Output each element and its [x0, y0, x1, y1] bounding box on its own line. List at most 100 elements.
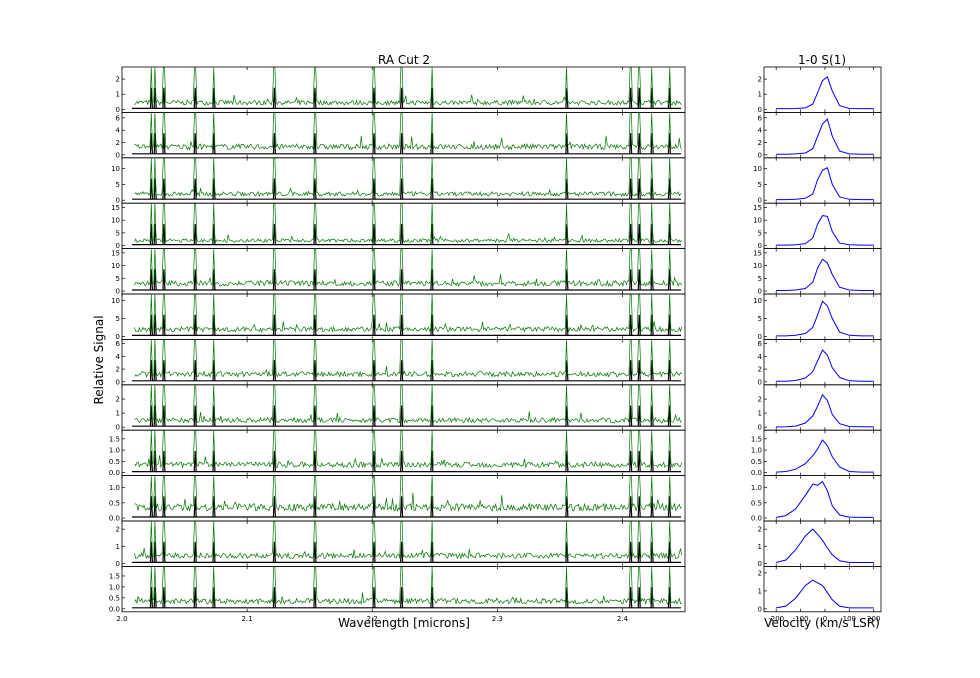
- profile-panel-frame: [763, 157, 882, 204]
- spectrum-y-tick-label: 2: [116, 526, 120, 534]
- spectrum-panel-frame: [121, 566, 686, 613]
- spectrum-y-tick-label: 2: [116, 139, 120, 147]
- line-profile-series: [776, 258, 874, 291]
- profile-y-tick-label: 2: [758, 526, 762, 534]
- profile-y-tick-label: 0: [758, 424, 762, 432]
- profile-panel-frame: [763, 429, 882, 477]
- observed-spectrum-line: [134, 339, 682, 379]
- spectrum-y-tick-label: 10: [111, 297, 120, 305]
- profile-y-tick-label: 1.0: [751, 447, 762, 455]
- profile-y-tick-label: 0.0: [751, 469, 762, 477]
- spectrum-y-tick-label: 10: [111, 165, 120, 173]
- profile-y-tick-label: 0: [758, 333, 762, 341]
- spectrum-y-tick-label: 5: [116, 181, 120, 189]
- spectrum-y-tick-label: 4: [116, 353, 121, 361]
- observed-spectrum-line: [134, 384, 682, 424]
- profile-panel-frame: [763, 112, 882, 159]
- profile-x-tick-label: -200: [768, 615, 784, 623]
- line-profile-series: [776, 393, 874, 428]
- right-title: 1-0 S(1): [798, 53, 846, 67]
- spectrum-y-tick-label: 0: [116, 560, 120, 568]
- spectrum-panel-frame: [121, 338, 686, 386]
- observed-spectrum-line: [134, 430, 683, 469]
- spectrum-panel-frame: [121, 157, 686, 204]
- model-spectrum-line: [132, 496, 681, 518]
- spectrum-y-tick-label: 10: [111, 262, 120, 270]
- profile-x-tick-label: -100: [793, 615, 809, 623]
- spectrum-y-tick-label: 2: [116, 76, 120, 84]
- profile-y-tick-label: 0: [758, 151, 762, 159]
- profile-y-tick-label: 1: [758, 410, 762, 418]
- spectrum-y-tick-label: 1: [116, 543, 120, 551]
- model-spectrum-line: [132, 360, 681, 382]
- profile-y-tick-label: 1.5: [751, 435, 762, 443]
- spectrum-panel-frame: [121, 429, 686, 477]
- spectrum-y-tick-label: 6: [116, 114, 121, 122]
- spectrum-y-tick-label: 0: [116, 378, 120, 386]
- line-profile-series: [776, 579, 874, 609]
- line-profile-series: [776, 118, 874, 155]
- spectrum-x-tick-label: 2.3: [492, 615, 503, 623]
- observed-spectrum-line: [134, 112, 683, 151]
- spectrum-y-tick-label: 0.0: [109, 469, 120, 477]
- profile-panel-frame: [763, 202, 882, 249]
- left-x-axis-label: Wavelength [microns]: [338, 616, 470, 630]
- profile-y-tick-label: 4: [758, 127, 763, 135]
- profile-y-tick-label: 1: [758, 543, 762, 551]
- observed-spectrum-line: [134, 475, 682, 513]
- profile-y-tick-label: 2: [758, 366, 762, 374]
- profile-y-tick-label: 10: [753, 262, 762, 270]
- line-profile-series: [776, 480, 874, 518]
- line-profile-series: [776, 300, 874, 337]
- spectrum-x-tick-label: 2.1: [242, 615, 253, 623]
- spectrum-y-tick-label: 1.0: [109, 484, 120, 492]
- spectrum-y-tick-label: 4: [116, 127, 121, 135]
- spectrum-y-tick-label: 5: [116, 315, 120, 323]
- spectrum-y-tick-label: 10: [111, 217, 120, 225]
- profile-y-tick-label: 0: [758, 560, 762, 568]
- profile-y-tick-label: 0: [758, 378, 762, 386]
- profile-y-tick-label: 6: [758, 114, 763, 122]
- profile-y-tick-label: 15: [753, 204, 762, 212]
- profile-y-tick-label: 0.5: [751, 458, 762, 466]
- profile-y-tick-label: 4: [758, 353, 763, 361]
- spectrum-y-tick-label: 1.0: [109, 583, 120, 591]
- observed-spectrum-line: [134, 294, 683, 333]
- profile-y-tick-label: 5: [758, 181, 762, 189]
- profile-y-tick-label: 0: [758, 106, 762, 114]
- spectrum-y-tick-label: 0: [116, 151, 120, 159]
- profile-y-tick-label: 5: [758, 275, 762, 283]
- spectrum-y-tick-label: 0: [116, 242, 120, 250]
- observed-spectrum-line: [134, 203, 682, 244]
- spectrum-panel-frame: [121, 66, 686, 113]
- line-profile-series: [776, 349, 874, 382]
- spectrum-y-tick-label: 5: [116, 275, 120, 283]
- profile-y-tick-label: 1.0: [751, 484, 762, 492]
- spectrum-x-tick-label: 2.2: [367, 615, 378, 623]
- profile-y-tick-label: 0: [758, 197, 762, 205]
- profile-y-tick-label: 2: [758, 396, 762, 404]
- spectrum-x-tick-label: 2.4: [617, 615, 629, 623]
- profile-panel-frame: [763, 566, 882, 613]
- spectrum-panel-frame: [121, 475, 686, 522]
- spectrum-y-tick-label: 1: [116, 410, 120, 418]
- profile-y-tick-label: 2: [758, 569, 762, 577]
- spectrum-panel-frame: [121, 248, 686, 295]
- line-profile-series: [776, 75, 874, 110]
- observed-spectrum-line: [134, 248, 683, 288]
- profile-y-tick-label: 10: [753, 297, 762, 305]
- spectrum-y-tick-label: 1.5: [109, 572, 120, 580]
- spectrum-y-tick-label: 1: [116, 91, 120, 99]
- profile-y-tick-label: 1: [758, 91, 762, 99]
- profile-y-tick-label: 10: [753, 165, 762, 173]
- spectrum-y-tick-label: 15: [111, 249, 120, 257]
- profile-y-tick-label: 5: [758, 229, 762, 237]
- profile-y-tick-label: 0.5: [751, 499, 762, 507]
- spectrum-panel-frame: [121, 520, 686, 567]
- profile-y-tick-label: 0: [758, 288, 762, 296]
- spectrum-y-tick-label: 2: [116, 366, 120, 374]
- line-profile-series: [776, 439, 874, 473]
- spectrum-y-tick-label: 0: [116, 106, 120, 114]
- spectrum-y-tick-label: 1.0: [109, 447, 120, 455]
